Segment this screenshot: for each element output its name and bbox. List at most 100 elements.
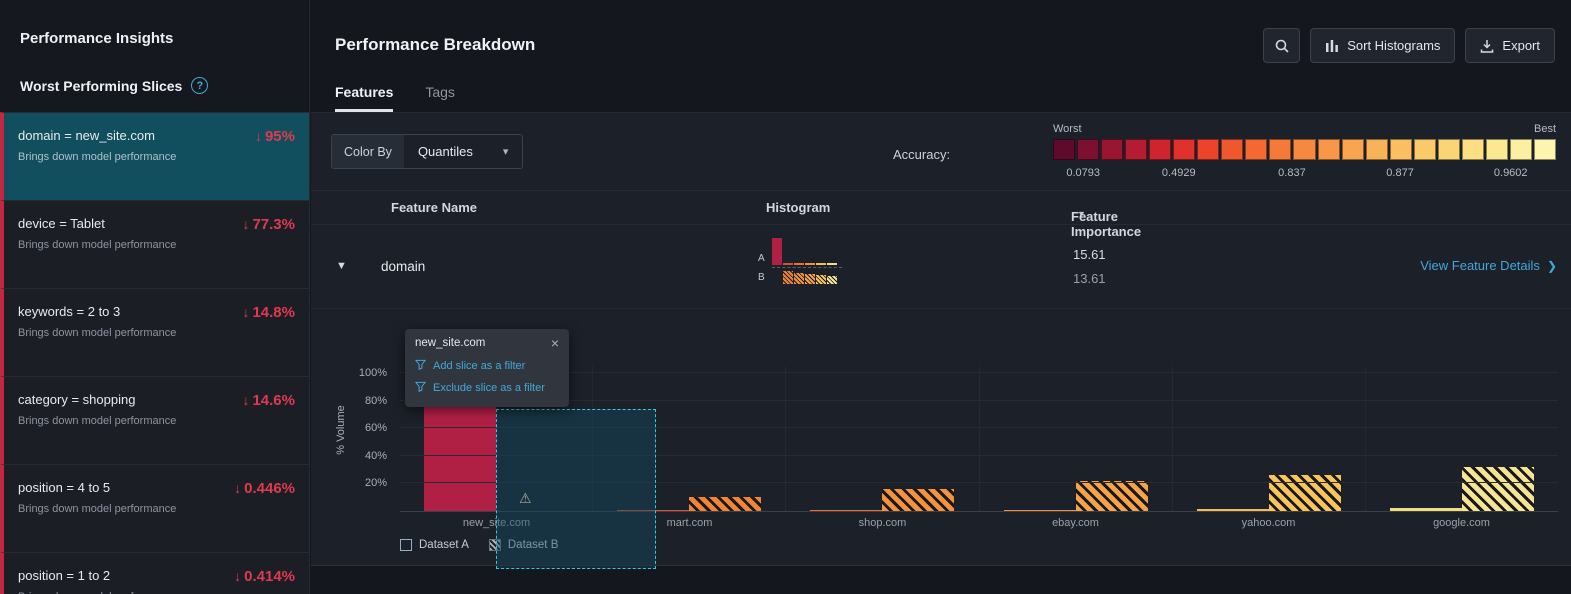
mini-bar-b (794, 273, 804, 284)
mini-bar-a (816, 263, 826, 265)
slice-value: ↓ 95% (254, 128, 295, 145)
slice-name: domain = new_site.com (18, 128, 155, 143)
tab-tags[interactable]: Tags (425, 84, 455, 100)
bar-dataset-b[interactable] (1075, 480, 1148, 511)
tab-features[interactable]: Features (335, 84, 394, 112)
scale-tick-label: 0.9602 (1493, 167, 1528, 179)
mini-bar-a (783, 263, 793, 265)
mini-histogram-b-label: B (758, 272, 765, 283)
x-axis-label: mart.com (666, 517, 713, 529)
scale-square (1413, 139, 1436, 160)
add-slice-filter-link[interactable]: Add slice as a filter (405, 355, 569, 377)
color-by-value: Quantiles (417, 144, 473, 159)
slice-item[interactable]: keywords = 2 to 3 Brings down model perfo… (0, 288, 309, 376)
close-icon[interactable]: × (550, 335, 559, 351)
slice-item[interactable]: position = 1 to 2 Brings down model perfo… (0, 552, 309, 594)
scale-square (1245, 139, 1268, 160)
scale-square (1317, 139, 1340, 160)
slice-desc: Brings down model performance (18, 503, 177, 515)
expand-caret-icon[interactable]: ▼ (336, 260, 347, 272)
chart-category-group (785, 366, 978, 511)
mini-bar-b (783, 271, 793, 284)
scale-tick-label: 0.837 (1278, 167, 1306, 179)
y-tick-label: 40% (364, 449, 387, 462)
mini-bar-a (772, 238, 782, 265)
slice-tooltip: new_site.com × Add slice as a filter Exc… (405, 329, 569, 407)
slice-name: category = shopping (18, 392, 136, 407)
slice-value: ↓ 14.8% (242, 304, 295, 321)
down-arrow-icon: ↓ (242, 216, 250, 232)
bar-dataset-a[interactable] (1196, 508, 1269, 511)
scale-square (1125, 139, 1148, 160)
worst-slices-heading: Worst Performing Slices (20, 77, 183, 94)
gridline (400, 482, 1558, 484)
bar-dataset-a[interactable] (810, 509, 883, 511)
sidebar: Performance Insights Worst Performing Sl… (0, 0, 310, 594)
slice-value: ↓ 0.446% (234, 480, 295, 497)
slice-list: domain = new_site.com Brings down model p… (0, 112, 309, 594)
x-axis-label: yahoo.com (1241, 517, 1296, 529)
scale-tick-label: 0.877 (1386, 167, 1414, 179)
sort-histograms-button[interactable]: Sort Histograms (1310, 28, 1456, 63)
x-axis-label: ebay.com (1052, 517, 1099, 529)
scale-square (1293, 139, 1316, 160)
slice-desc: Brings down model performance (18, 239, 177, 251)
chart-plot (400, 366, 1558, 569)
slice-item[interactable]: position = 4 to 5 Brings down model perfo… (0, 464, 309, 552)
mini-histogram-a-label: A (758, 253, 765, 264)
bar-dataset-b[interactable] (689, 497, 762, 511)
view-feature-details-link[interactable]: View Feature Details ❯ (1420, 258, 1557, 273)
scale-best-label: Best (1533, 123, 1556, 135)
bar-dataset-b[interactable] (1461, 466, 1534, 511)
mini-histogram-divider (772, 267, 842, 268)
scale-tick-label: 0.4929 (1161, 167, 1196, 179)
bar-dataset-a[interactable] (1389, 508, 1462, 511)
scale-square (1461, 139, 1484, 160)
chart-category-group (1364, 366, 1558, 511)
bar-dataset-b[interactable] (1268, 475, 1341, 511)
bar-dataset-b[interactable] (882, 488, 955, 511)
down-arrow-icon: ↓ (242, 304, 250, 320)
y-tick-label: 20% (364, 477, 387, 490)
scale-square (1485, 139, 1508, 160)
y-tick-label: 100% (358, 367, 387, 379)
slice-desc: Brings down model performance (18, 591, 176, 594)
header-actions: Sort Histograms Export (1263, 28, 1555, 63)
scale-square (1173, 139, 1196, 160)
help-icon[interactable]: ? (191, 77, 209, 94)
mini-bar-a (794, 263, 804, 265)
export-button[interactable]: Export (1465, 28, 1555, 63)
app-title: Performance Insights (20, 30, 174, 47)
chevron-down-icon: ▾ (502, 146, 509, 158)
scale-square (1197, 139, 1220, 160)
exclude-slice-filter-link[interactable]: Exclude slice as a filter (405, 377, 569, 399)
chevron-right-icon: ❯ (1546, 258, 1557, 273)
chart-legend: Dataset A Dataset B (400, 539, 558, 551)
color-by-control: Color By Quantiles ▾ (331, 134, 524, 169)
mini-histogram-a-bars (772, 237, 837, 265)
bar-dataset-a[interactable] (1003, 509, 1076, 511)
selected-slice-overlay[interactable] (496, 409, 656, 569)
slice-item[interactable]: category = shopping Brings down model per… (0, 376, 309, 464)
accuracy-scale-ticks: 0.0793 0.4929 0.837 0.877 0.9602 (1053, 167, 1556, 182)
column-histogram: Histogram (766, 200, 831, 215)
scale-worst-label: Worst (1053, 123, 1082, 135)
mini-histogram-b-bars (772, 270, 837, 284)
slice-item[interactable]: device = Tablet Brings down model perform… (0, 200, 309, 288)
scale-square (1365, 139, 1388, 160)
filter-icon (414, 359, 427, 373)
slice-name: position = 1 to 2 (18, 568, 111, 583)
accuracy-scale-squares (1053, 139, 1556, 160)
scale-tick-label: 0.0793 (1066, 167, 1100, 179)
accuracy-color-scale: Worst Best 0.0793 0.4929 0.837 0.877 0.9602 (1053, 123, 1556, 182)
feature-row-domain: ▼ domain A B 15.61 13.61 View Feature De… (311, 225, 1571, 309)
color-by-select[interactable]: Quantiles ▾ (404, 135, 522, 168)
scale-square (1509, 139, 1532, 160)
content-panel: Color By Quantiles ▾ Accuracy: Worst Bes… (311, 113, 1571, 569)
bar-dataset-a[interactable] (617, 509, 690, 511)
search-button[interactable] (1263, 28, 1301, 63)
down-arrow-icon: ↓ (242, 392, 250, 408)
slice-item[interactable]: domain = new_site.com Brings down model p… (0, 112, 309, 200)
y-tick-label: 60% (364, 422, 387, 435)
slice-name: keywords = 2 to 3 (18, 304, 121, 319)
